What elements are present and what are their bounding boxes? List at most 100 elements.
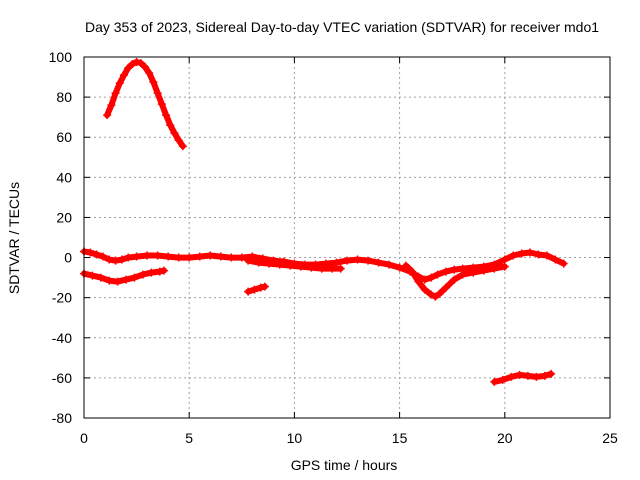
- data-point: [174, 136, 183, 145]
- data-point: [138, 270, 147, 279]
- data-point: [450, 275, 459, 284]
- data-point: [500, 255, 509, 264]
- data-point: [113, 277, 122, 286]
- data-point: [395, 263, 404, 272]
- data-point: [517, 249, 526, 258]
- data-point: [479, 266, 488, 275]
- data-point: [92, 250, 101, 259]
- y-tick-label: -40: [52, 330, 72, 346]
- data-point: [185, 253, 194, 262]
- data-point: [490, 377, 499, 386]
- data-point: [374, 258, 383, 267]
- series-band-lower: [244, 256, 345, 273]
- data-point: [490, 264, 499, 273]
- data-point: [364, 256, 373, 265]
- y-tick-label: 60: [56, 129, 72, 145]
- data-point: [157, 100, 166, 109]
- x-axis-label: GPS time / hours: [291, 457, 398, 473]
- data-point: [145, 69, 154, 78]
- data-point: [98, 252, 107, 261]
- data-point: [174, 253, 183, 262]
- data-point: [132, 252, 141, 261]
- data-point: [141, 63, 150, 72]
- data-point: [328, 264, 337, 273]
- data-point: [343, 256, 351, 265]
- data-point: [260, 282, 269, 291]
- series-low-sixty: [490, 369, 556, 386]
- data-point: [509, 251, 518, 260]
- y-tick-label: -80: [52, 410, 72, 426]
- data-point: [433, 270, 442, 279]
- data-point: [427, 273, 436, 282]
- x-tick-label: 15: [392, 430, 408, 446]
- y-tick-label: 80: [56, 89, 72, 105]
- data-point: [435, 289, 444, 298]
- data-point: [206, 251, 215, 260]
- data-point: [132, 58, 141, 67]
- data-point: [469, 268, 478, 277]
- data-point: [178, 142, 187, 151]
- y-tick-label: 0: [64, 250, 72, 266]
- data-point: [147, 268, 156, 277]
- data-point: [420, 275, 429, 284]
- data-point: [136, 59, 145, 68]
- data-point: [164, 252, 173, 261]
- data-layer: [80, 58, 568, 386]
- data-point: [166, 121, 175, 130]
- data-point: [124, 64, 133, 73]
- data-point: [547, 369, 556, 378]
- data-point: [441, 267, 450, 276]
- x-tick-label: 10: [287, 430, 303, 446]
- data-point: [401, 261, 410, 270]
- y-axis-label: SDTVAR / TECUs: [6, 182, 22, 294]
- data-point: [408, 267, 417, 276]
- data-point: [103, 111, 112, 120]
- data-point: [216, 252, 225, 261]
- data-point: [170, 129, 179, 138]
- data-point: [286, 261, 295, 270]
- data-point: [526, 248, 535, 257]
- data-point: [317, 264, 326, 273]
- data-point: [307, 263, 316, 272]
- data-point: [385, 260, 394, 269]
- tick-layer: [83, 56, 611, 419]
- chart-title: Day 353 of 2023, Sidereal Day-to-day VTE…: [85, 19, 599, 35]
- data-point: [105, 276, 114, 285]
- data-point: [507, 372, 516, 381]
- data-point: [119, 71, 128, 80]
- data-point: [256, 283, 265, 292]
- data-point: [441, 283, 450, 292]
- data-point: [237, 253, 246, 262]
- data-point: [523, 371, 532, 380]
- x-tick-label: 25: [602, 430, 618, 446]
- data-point: [153, 251, 162, 260]
- y-tick-label: 40: [56, 169, 72, 185]
- data-point: [115, 79, 124, 88]
- y-tick-label: -20: [52, 290, 72, 306]
- data-point: [515, 370, 524, 379]
- data-point: [128, 60, 137, 69]
- data-point: [88, 271, 97, 280]
- data-point: [130, 273, 139, 282]
- data-point: [111, 89, 120, 98]
- data-point: [542, 251, 551, 260]
- data-point: [551, 255, 560, 264]
- data-point: [117, 255, 126, 264]
- data-point: [227, 253, 236, 262]
- y-tick-label: 20: [56, 209, 72, 225]
- data-point: [414, 277, 423, 286]
- data-point: [336, 264, 345, 273]
- data-point: [420, 285, 429, 294]
- y-tick-label: -60: [52, 370, 72, 386]
- data-point: [254, 258, 263, 267]
- data-point: [86, 248, 95, 257]
- data-point: [265, 259, 274, 268]
- data-point: [427, 290, 436, 299]
- data-point: [96, 273, 105, 282]
- grid-layer: [84, 57, 610, 418]
- x-tick-label: 0: [80, 430, 88, 446]
- data-point: [275, 260, 284, 269]
- data-point: [124, 253, 133, 262]
- series-arc-minus-ten: [80, 266, 168, 286]
